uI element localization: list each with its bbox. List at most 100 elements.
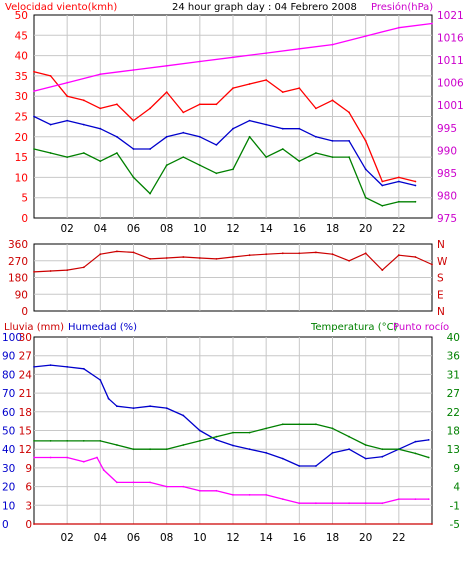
temperature-line-point: [427, 456, 430, 459]
wind-direction-line-point: [116, 250, 118, 253]
wind-series-line-point: [149, 192, 152, 195]
dewpoint-line-point: [33, 456, 35, 459]
wind-x-tick-label: 14: [259, 223, 273, 235]
humidity-line-point: [331, 452, 334, 454]
wind-series-line-point: [215, 144, 218, 146]
humidity-x-tick-label: 18: [326, 532, 339, 544]
wind-series-line-point: [315, 135, 317, 138]
humidity-x-tick-label: 12: [226, 532, 239, 544]
pressure-tick-label: 995: [437, 123, 457, 135]
wind-series-line-point: [116, 103, 118, 106]
temperature-tick-label: 4: [453, 482, 460, 494]
dewpoint-line-point: [281, 498, 284, 500]
wind-direction-line-point: [331, 253, 334, 256]
rain-axis-label: Lluvia (mm): [4, 322, 64, 333]
temperature-line-point: [165, 448, 168, 451]
wind-series-line-point: [33, 70, 35, 73]
pressure-line-point: [99, 73, 102, 76]
dewpoint-line-point: [132, 481, 135, 484]
dewpoint-line-point: [348, 502, 350, 505]
pressure-tick-label: 1021: [437, 10, 464, 22]
rain-tick-label: 21: [19, 388, 32, 400]
direction-compass-label: E: [437, 289, 444, 301]
wind-series-line-point: [381, 184, 384, 187]
wind-speed-tick-label: 25: [15, 112, 28, 124]
dewpoint-line-point: [198, 489, 201, 492]
rain-tick-label: 3: [25, 500, 32, 512]
wind-series-line-point: [414, 200, 417, 203]
humidity-tick-label: 20: [2, 482, 15, 494]
rain-tick-label: 6: [25, 482, 32, 494]
wind-x-tick-label: 06: [127, 223, 141, 235]
temperature-line-point: [116, 444, 118, 446]
temperature-line-point: [232, 431, 234, 434]
wind-direction-line-point: [315, 251, 317, 254]
temperature-tick-label: -1: [450, 500, 460, 512]
wind-series-line-point: [66, 119, 69, 122]
wind-direction-line-point: [265, 253, 268, 256]
wind-series-line-point: [49, 152, 52, 154]
wind-direction-line-point: [215, 258, 218, 260]
pressure-line-point: [397, 26, 400, 29]
humidity-x-tick-label: 06: [127, 532, 141, 544]
wind-series-line-point: [397, 176, 400, 179]
temperature-line-point: [82, 440, 85, 442]
wind-series-line-point: [265, 79, 268, 81]
wind-series-line-point: [248, 83, 251, 85]
wind-series-line-point: [49, 123, 52, 126]
humidity-line-point: [265, 452, 268, 454]
humidity-tick-label: 50: [2, 426, 15, 438]
wind-series-line-point: [182, 131, 185, 134]
wind-speed-tick-label: 30: [15, 91, 28, 103]
dewpoint-line-point: [102, 469, 105, 471]
wind-x-tick-label: 02: [60, 223, 73, 235]
temperature-line-point: [33, 440, 35, 442]
temperature-tick-label: 31: [447, 369, 460, 381]
humidity-line-point: [281, 457, 284, 460]
humidity-line-point: [165, 407, 168, 409]
dewpoint-line: [34, 456, 429, 504]
humidity-line-point: [149, 405, 152, 408]
humidity-line-point: [82, 367, 85, 370]
pressure-line-point: [132, 69, 135, 71]
wind-series-line-point: [281, 91, 284, 93]
pressure-tick-label: 1011: [437, 55, 464, 67]
wind-speed-tick-label: 45: [15, 30, 28, 42]
humidity-line-point: [198, 429, 201, 432]
humidity-tick-label: 10: [2, 500, 15, 512]
temperature-line-point: [49, 440, 52, 442]
humidity-axis-label: Humedad (%): [68, 322, 137, 333]
wind-direction-line-point: [165, 257, 168, 259]
wind-direction-line-point: [132, 251, 135, 254]
wind-direction-line-point: [49, 270, 52, 272]
humidity-tick-label: 40: [2, 444, 15, 456]
humidity-line-point: [414, 440, 417, 443]
pressure-line-point: [66, 81, 69, 84]
pressure-tick-label: 1006: [437, 78, 464, 90]
pressure-line-point: [364, 35, 367, 37]
wind-series-line-point: [132, 176, 135, 179]
temperature-line-point: [298, 423, 301, 426]
rain-tick-label: 0: [25, 519, 32, 531]
temperature-tick-label: 27: [447, 388, 460, 400]
wind-direction-line-point: [397, 254, 400, 257]
wind-series-line-point: [165, 135, 168, 138]
wind-direction-line-point: [281, 252, 284, 255]
wind-series-line-point: [99, 160, 102, 163]
wind-series-line-point: [232, 87, 234, 89]
humidity-tick-label: 80: [2, 369, 15, 381]
wind-series-line-point: [331, 156, 334, 159]
wind-series-line-point: [248, 135, 251, 138]
humidity-line-point: [66, 366, 69, 368]
humidity-line: [33, 364, 429, 467]
temperature-tick-label: 22: [447, 407, 460, 419]
pressure-tick-label: 1001: [437, 100, 464, 112]
wind-series-line-point: [381, 180, 384, 183]
direction-degree-tick-label: 0: [21, 306, 28, 318]
direction-compass-label: N: [437, 306, 445, 318]
humidity-line-point: [427, 439, 430, 441]
direction-compass-label: W: [437, 256, 448, 268]
wind-series-line-point: [348, 111, 350, 114]
temperature-line-point: [132, 448, 135, 451]
